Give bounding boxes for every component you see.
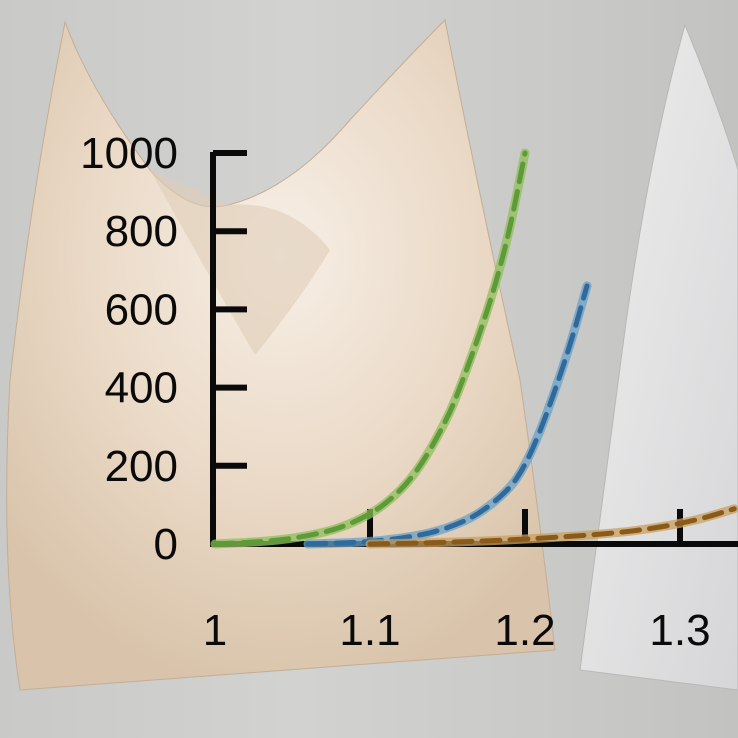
x-tick-label: 1.3 bbox=[649, 606, 710, 655]
y-tick-label: 400 bbox=[105, 364, 178, 413]
cloth-fold bbox=[150, 170, 330, 355]
series-2-line bbox=[367, 506, 737, 547]
x-tick-label: 1.2 bbox=[494, 606, 555, 655]
series-0-line bbox=[212, 150, 528, 547]
tick-labels: 0 200 400 600 800 1000 1 1.1 1.2 1.3 bbox=[80, 129, 710, 655]
white-cloth bbox=[579, 23, 738, 691]
x-tick-label: 1 bbox=[203, 606, 227, 655]
y-tick-label: 600 bbox=[105, 285, 178, 334]
y-tick-label: 1000 bbox=[80, 129, 178, 178]
y-tick-label: 200 bbox=[105, 442, 178, 491]
y-tick-label: 800 bbox=[105, 207, 178, 256]
series-layer bbox=[210, 148, 738, 549]
x-tick-label: 1.1 bbox=[339, 606, 400, 655]
y-tick-label: 0 bbox=[154, 520, 178, 569]
